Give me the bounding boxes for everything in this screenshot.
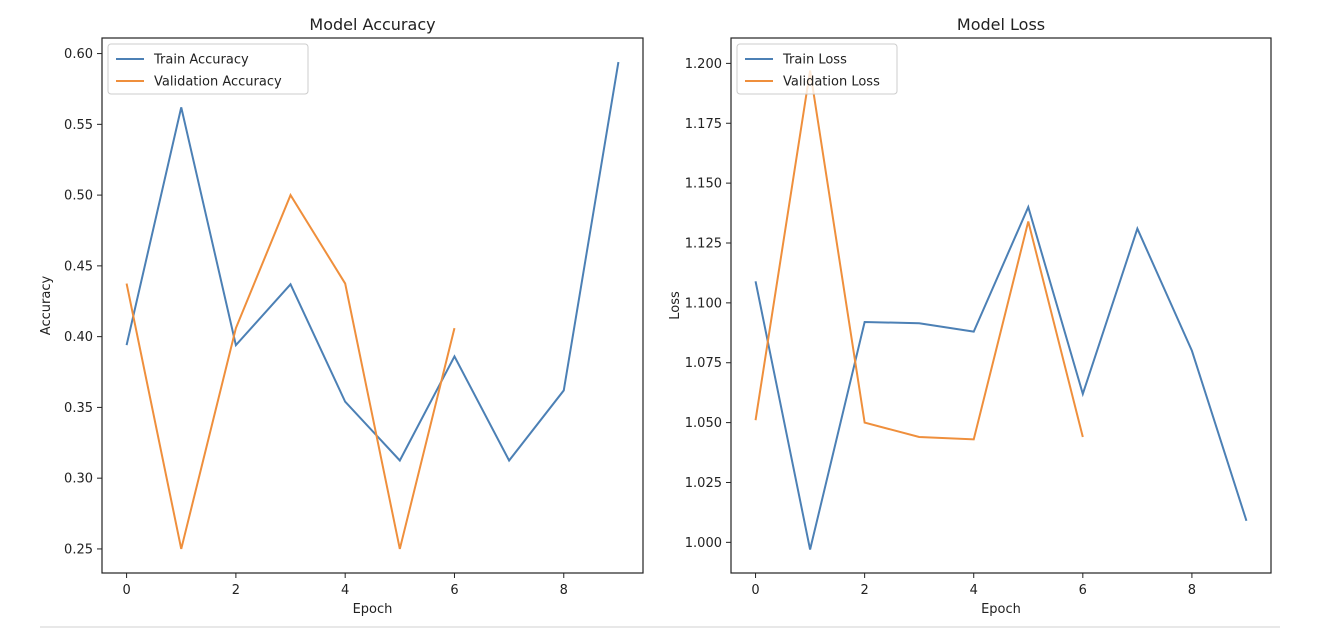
y-tick-label: 0.50: [64, 189, 93, 204]
x-tick-label: 8: [560, 583, 568, 598]
y-tick-label: 0.60: [64, 47, 93, 62]
x-tick-label: 4: [341, 583, 349, 598]
y-tick-label: 1.075: [685, 356, 722, 371]
y-tick-label: 1.000: [685, 536, 722, 551]
x-axis-label: Epoch: [981, 602, 1021, 617]
series-line-train-loss: [754, 204, 1248, 550]
chart-accuracy: Model Accuracy 0 2 4 6 8 0.25 0.30 0.35 0.40 0.45 0…: [39, 15, 644, 617]
x-tick-label: 6: [450, 583, 458, 598]
y-tick-label: 0.45: [64, 259, 93, 274]
y-tick-label: 0.40: [64, 330, 93, 345]
legend-label: Validation Loss: [783, 75, 880, 90]
plot-frame: [101, 37, 644, 574]
legend-label: Train Loss: [782, 53, 847, 68]
x-tick-label: 6: [1079, 583, 1087, 598]
y-tick-label: 0.25: [64, 542, 93, 557]
x-tick-label: 8: [1188, 583, 1196, 598]
y-axis-label: Accuracy: [39, 276, 54, 336]
y-tick-label: 1.025: [685, 476, 722, 491]
y-tick-label: 0.30: [64, 472, 93, 487]
y-tick-label: 1.125: [685, 236, 722, 251]
legend-label: Validation Accuracy: [154, 75, 282, 90]
y-tick-label: 1.200: [685, 57, 722, 72]
series-line-train-accuracy: [125, 61, 620, 463]
series-line-validation-accuracy: [125, 192, 456, 550]
chart-title: Model Loss: [957, 15, 1045, 34]
y-tick-label: 1.050: [685, 416, 722, 431]
x-tick-label: 2: [860, 583, 868, 598]
x-axis-label: Epoch: [353, 602, 393, 617]
y-tick-label: 1.100: [685, 296, 722, 311]
chart-title: Model Accuracy: [309, 15, 435, 34]
legend: Train Accuracy Validation Accuracy: [107, 43, 309, 95]
plot-frame: [730, 37, 1272, 574]
series-line-validation-loss: [754, 70, 1084, 441]
y-axis-label: Loss: [668, 291, 683, 320]
x-tick-label: 0: [122, 583, 130, 598]
y-tick-label: 0.35: [64, 401, 93, 416]
chart-loss: Model Loss 0 2 4 6 8 1.000 1.025 1.050 1.075 1.100…: [668, 15, 1272, 617]
x-tick-label: 2: [232, 583, 240, 598]
legend-box: [107, 43, 309, 95]
legend: Train Loss Validation Loss: [736, 43, 898, 95]
y-tick-label: 0.55: [64, 118, 93, 133]
y-tick-label: 1.150: [685, 177, 722, 192]
x-tick-label: 0: [751, 583, 759, 598]
y-tick-label: 1.175: [685, 117, 722, 132]
x-tick-label: 4: [970, 583, 978, 598]
legend-box: [736, 43, 898, 95]
legend-label: Train Accuracy: [153, 53, 249, 68]
